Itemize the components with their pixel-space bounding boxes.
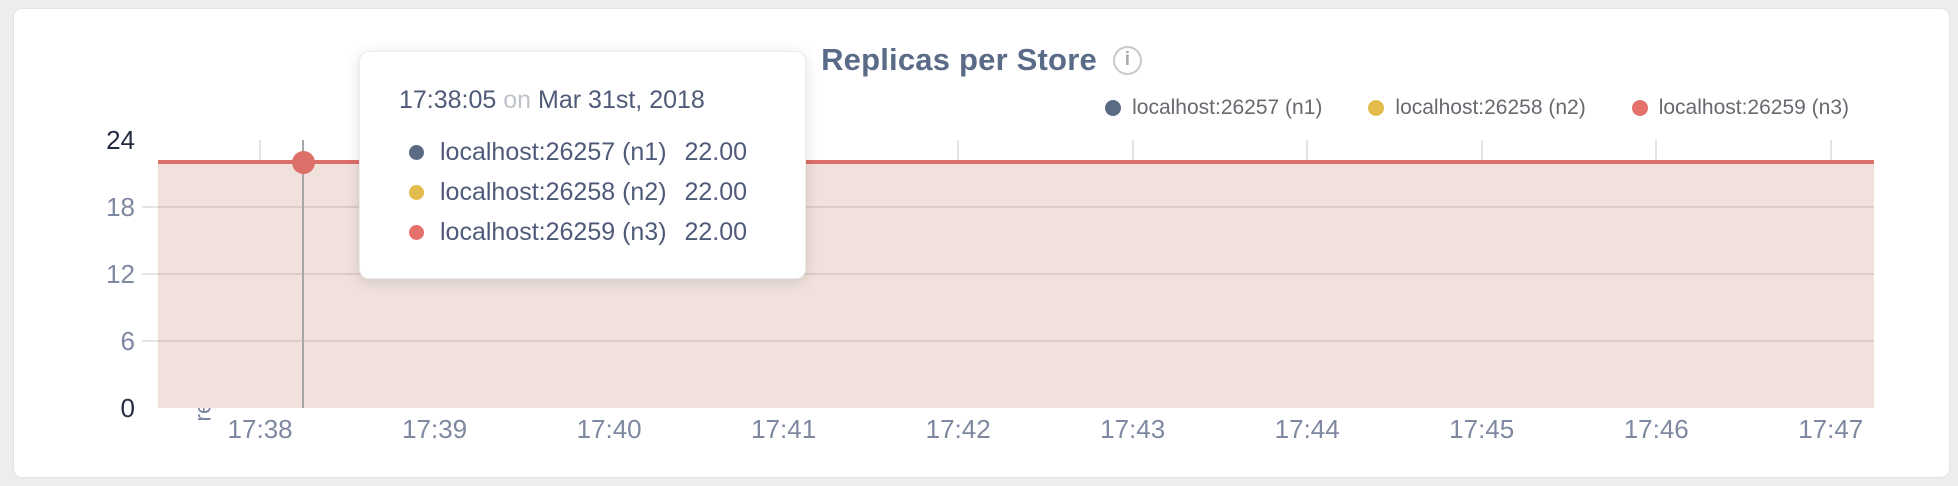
legend-item[interactable]: localhost:26258 (n2): [1368, 96, 1586, 120]
gridline-horizontal: [142, 340, 1874, 342]
legend-item[interactable]: localhost:26257 (n1): [1105, 96, 1322, 120]
tooltip-series-label: localhost:26259 (n3): [440, 217, 667, 246]
tooltip-series-value: 22.00: [684, 217, 747, 246]
tooltip-series-row: localhost:26257 (n1) 22.00: [399, 132, 747, 172]
chart-card: Replicas per Store i localhost:26257 (n1…: [13, 8, 1950, 478]
chart-title: Replicas per Store: [821, 42, 1097, 77]
x-axis-tick-label: 17:40: [576, 414, 642, 444]
tooltip-series-label: localhost:26257 (n1): [440, 137, 667, 166]
gridline-horizontal: [142, 273, 1874, 275]
chart-header: Replicas per Store i: [14, 41, 1949, 79]
legend-series-dot: [1105, 100, 1122, 116]
x-axis-tick-label: 17:39: [402, 414, 468, 444]
tooltip-date: Mar 31st, 2018: [538, 86, 705, 114]
hover-guideline: [302, 140, 304, 408]
tooltip-connector: on: [503, 86, 532, 114]
tooltip-series-value: 22.00: [684, 177, 747, 206]
x-axis-tick-label: 17:41: [751, 414, 817, 444]
gridline-horizontal: [142, 206, 1874, 208]
y-axis-tick-label: 24: [106, 125, 135, 155]
tooltip-series-value: 22.00: [684, 137, 747, 166]
tooltip-series-dot: [409, 184, 424, 200]
tooltip-series-label: localhost:26258 (n2): [440, 177, 667, 206]
legend-item[interactable]: localhost:26259 (n3): [1631, 96, 1849, 120]
x-axis-tick-label: 17:46: [1623, 414, 1689, 444]
y-axis-tick-label: 18: [106, 192, 135, 222]
legend-series-label: localhost:26259 (n3): [1658, 96, 1849, 119]
legend-series-dot: [1368, 100, 1385, 116]
x-axis-tick-label: 17:42: [925, 414, 991, 444]
y-axis-tick-label: 12: [106, 259, 135, 289]
y-axis-tick-label: 0: [120, 393, 135, 423]
series-line: [158, 160, 1874, 165]
chart-legend: localhost:26257 (n1) localhost:26258 (n2)…: [1105, 95, 1849, 121]
legend-series-dot: [1631, 100, 1648, 116]
x-axis-tick-label: 17:45: [1449, 414, 1515, 444]
legend-series-label: localhost:26258 (n2): [1395, 96, 1586, 119]
hover-point-dot[interactable]: [291, 151, 315, 175]
tooltip-series-row: localhost:26258 (n2) 22.00: [399, 172, 747, 212]
x-axis-tick-label: 17:47: [1798, 414, 1864, 444]
tooltip-series-row: localhost:26259 (n3) 22.00: [399, 212, 747, 252]
chart-tooltip: 17:38:05 on Mar 31st, 2018 localhost:262…: [359, 51, 806, 279]
x-axis-tick-label: 17:38: [227, 414, 293, 444]
tooltip-timestamp: 17:38:05 on Mar 31st, 2018: [399, 86, 747, 115]
legend-series-label: localhost:26257 (n1): [1132, 96, 1323, 119]
x-axis-tick-label: 17:44: [1274, 414, 1340, 444]
info-icon[interactable]: i: [1112, 45, 1142, 75]
y-axis-tick-label: 6: [120, 326, 135, 356]
tooltip-time: 17:38:05: [399, 86, 497, 114]
x-axis-tick-label: 17:43: [1100, 414, 1166, 444]
tooltip-series-dot: [409, 144, 424, 160]
tooltip-series-dot: [409, 224, 424, 240]
